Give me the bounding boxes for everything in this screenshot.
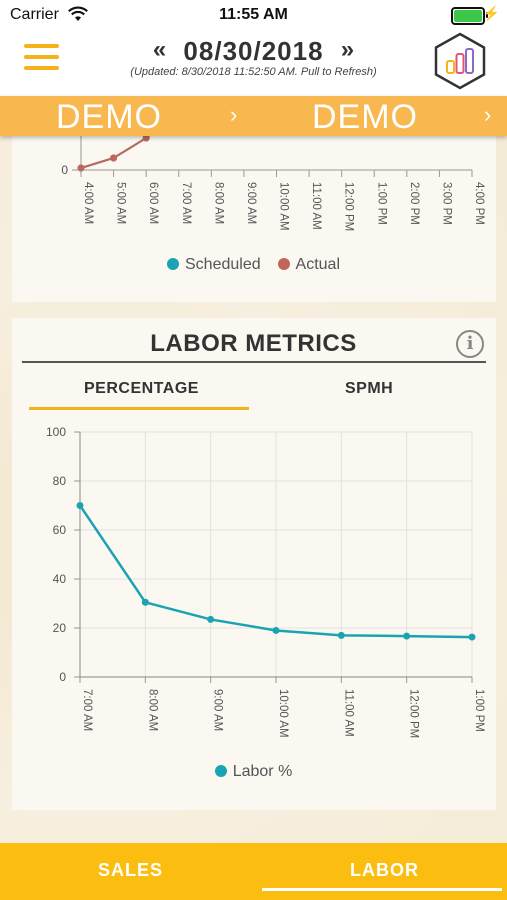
legend-labor-dot <box>214 765 227 777</box>
labor-data-point <box>272 626 280 634</box>
x-tick-label: 4:00 PM <box>473 182 485 225</box>
updated-timestamp: (Updated: 8/30/2018 11:52:50 AM. Pull to… <box>130 66 377 78</box>
y-tick-label: 60 <box>53 523 67 537</box>
data-point-actual <box>142 134 150 142</box>
date-selector: « 08/30/2018 » <box>0 36 507 67</box>
tab-labor[interactable]: LABOR <box>350 860 419 880</box>
x-tick-label: 2:00 PM <box>408 182 420 225</box>
location-right[interactable]: DEMO <box>312 98 418 136</box>
active-tab-indicator <box>29 407 249 410</box>
app-logo-icon[interactable] <box>431 32 489 90</box>
x-tick-label: 3:00 PM <box>440 182 452 225</box>
x-tick-label: 7:00 AM <box>81 689 93 731</box>
y-tick-label: 40 <box>53 572 67 586</box>
x-tick-label: 10:00 AM <box>278 182 290 231</box>
y-tick-label: 0 <box>61 163 68 177</box>
x-tick-label: 11:00 AM <box>342 689 354 737</box>
legend-labor-label: Labor % <box>232 763 293 780</box>
tab-spmh[interactable]: SPMH <box>345 380 394 397</box>
charging-bolt-icon: ⚡ <box>482 5 500 21</box>
legend-scheduled-label: Scheduled <box>185 256 261 273</box>
sales-chart-card <box>12 130 496 302</box>
current-date[interactable]: 08/30/2018 <box>183 36 324 66</box>
labor-data-point <box>468 633 476 641</box>
labor-data-point <box>403 632 411 640</box>
data-point-actual <box>110 154 118 162</box>
x-tick-label: 5:00 AM <box>115 182 127 224</box>
wifi-icon <box>68 6 88 21</box>
carrier-label: Carrier <box>10 6 59 23</box>
legend-actual-dot <box>277 258 290 270</box>
sales-chart-legend: Scheduled Actual <box>0 256 507 274</box>
legend-scheduled-dot <box>167 258 179 270</box>
x-tick-label: 9:00 AM <box>212 689 224 731</box>
sales-line-chart: 0 4:00 AM 5:00 AM 6:00 AM 7:00 AM 8:00 AM 9:00… <box>61 109 485 231</box>
labor-percentage-line-chart: 0 20 40 60 80 100 7:00 AM 8:00 AM 9:00 AM 10:00 A… <box>46 425 485 738</box>
labor-metrics-card <box>12 318 496 810</box>
x-tick-label: 11:00 AM <box>310 182 322 230</box>
next-date-icon[interactable]: » <box>340 36 355 63</box>
labor-data-point <box>207 615 215 623</box>
tab-sales[interactable]: SALES <box>98 860 164 880</box>
chevron-right-icon[interactable]: › <box>484 102 492 127</box>
x-tick-label: 10:00 AM <box>277 689 289 738</box>
chevron-right-icon[interactable]: › <box>230 102 238 127</box>
x-tick-label: 12:00 PM <box>408 689 420 738</box>
x-tick-label: 8:00 AM <box>146 689 158 731</box>
status-time: 11:55 AM <box>219 6 288 23</box>
labor-metrics-title: LABOR METRICS <box>150 330 357 357</box>
x-tick-label: 9:00 AM <box>245 182 257 224</box>
location-selector-band: DEMO › DEMO › <box>0 96 507 136</box>
active-bottom-tab-indicator <box>262 888 502 891</box>
location-left[interactable]: DEMO <box>56 98 162 136</box>
y-tick-label: 80 <box>53 474 67 488</box>
x-tick-label: 7:00 AM <box>180 182 192 224</box>
title-divider <box>22 361 486 363</box>
info-icon[interactable]: i <box>456 330 484 358</box>
y-tick-label: 100 <box>46 425 66 439</box>
status-bar: Carrier 11:55 AM ⚡ <box>0 0 507 30</box>
labor-data-point <box>337 631 345 639</box>
labor-chart-legend: Labor % <box>0 763 507 781</box>
y-tick-label: 0 <box>59 670 66 684</box>
x-tick-label: 12:00 PM <box>343 182 355 231</box>
battery-icon <box>451 7 488 25</box>
x-tick-label: 6:00 AM <box>147 182 159 224</box>
x-tick-label: 1:00 PM <box>473 689 485 732</box>
data-point-actual <box>77 164 85 172</box>
x-tick-label: 4:00 AM <box>82 182 94 224</box>
x-tick-label: 8:00 AM <box>212 182 224 224</box>
x-tick-label: 1:00 PM <box>375 182 387 225</box>
tab-percentage[interactable]: PERCENTAGE <box>84 380 199 397</box>
y-tick-label: 20 <box>53 621 67 635</box>
previous-date-icon[interactable]: « <box>152 36 167 63</box>
labor-data-point <box>141 598 149 606</box>
app-header: « 08/30/2018 » (Updated: 8/30/2018 11:52… <box>0 30 507 96</box>
labor-data-point <box>76 502 84 509</box>
bottom-tab-bar: SALES LABOR <box>0 843 507 900</box>
legend-actual-label: Actual <box>295 256 340 273</box>
hamburger-menu-icon[interactable] <box>24 44 59 70</box>
